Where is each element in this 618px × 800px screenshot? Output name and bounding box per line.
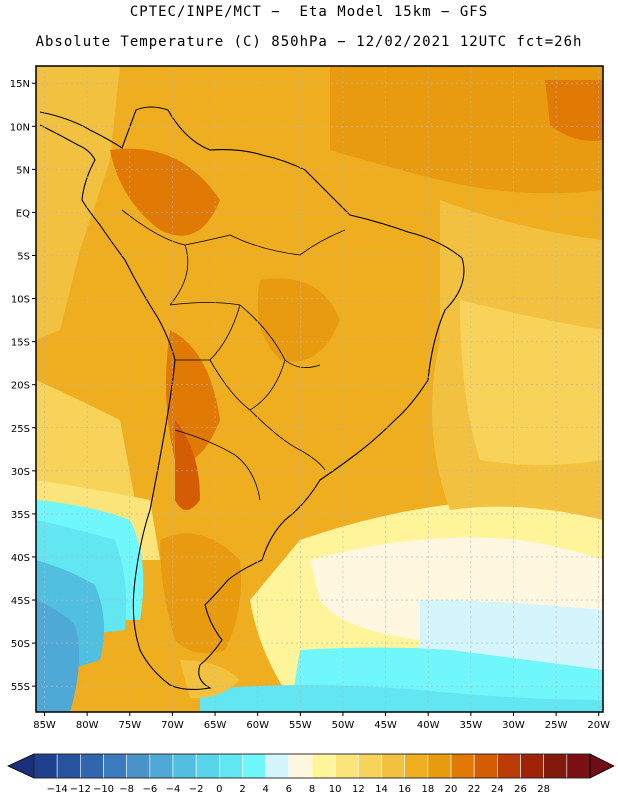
coastline <box>39 106 465 691</box>
lat-label: 40S <box>11 553 30 564</box>
lon-label: 20W <box>587 720 610 731</box>
colorbar-label: −12 <box>70 784 91 795</box>
lat-label: 45S <box>11 596 30 607</box>
colorbar-label: 2 <box>239 784 245 795</box>
colorbar-swatch <box>33 753 58 779</box>
colorbar-swatch <box>358 753 382 779</box>
longitude-labels: 85W 80W 75W 70W 65W 60W 55W 50W 45W 40W 35W 30W 25W 2… <box>33 712 610 731</box>
colorbar-label: 6 <box>286 784 292 795</box>
colorbar-label: 8 <box>309 784 315 795</box>
colorbar-swatch <box>126 753 151 779</box>
lat-label: 30S <box>11 467 30 478</box>
colorbar-label: 12 <box>352 784 365 795</box>
colorbar-swatch <box>172 753 197 779</box>
lat-label: 15N <box>10 79 30 90</box>
lon-label: 25W <box>545 720 568 731</box>
lat-label: 20S <box>11 381 30 392</box>
colorbar-label: 0 <box>216 784 222 795</box>
lat-label: EQ <box>16 208 30 219</box>
lon-label: 40W <box>417 720 440 731</box>
colorbar-swatch <box>195 753 220 779</box>
latitude-labels: 15N 10N 5N EQ 5S 10S 15S 20S 25S 30S 35S 40S 45S 50S 5… <box>10 79 36 693</box>
colorbar-swatch <box>311 753 336 779</box>
colorbar <box>7 753 615 779</box>
colorbar-swatch <box>497 753 521 779</box>
colorbar-swatch <box>242 753 266 779</box>
colorbar-swatch <box>288 753 313 779</box>
colorbar-swatch <box>566 753 591 779</box>
colorbar-swatch <box>149 753 174 779</box>
colorbar-swatch <box>381 753 405 779</box>
colorbar-swatch <box>265 753 290 779</box>
colorbar-swatch <box>103 753 127 779</box>
colorbar-swatch <box>520 753 544 779</box>
lat-label: 50S <box>11 639 30 650</box>
colorbar-min-arrow <box>7 753 35 779</box>
colorbar-label: −4 <box>166 784 181 795</box>
colorbar-swatch <box>473 753 498 779</box>
lon-label: 70W <box>161 720 184 731</box>
lon-label: 55W <box>289 720 312 731</box>
lat-label: 10S <box>11 295 30 306</box>
colorbar-label: −6 <box>142 784 157 795</box>
colorbar-label: 4 <box>262 784 268 795</box>
chart-title-line2: Absolute Temperature (C) 850hPa − 12/02/… <box>35 34 583 50</box>
colorbar-label: 26 <box>514 784 527 795</box>
colorbar-labels: −14 −12 −10 −8 −6 −4 −2 0 2 4 6 8 10 12 14 16 18 20 22 24 26… <box>47 784 550 795</box>
colorbar-label: 16 <box>398 784 411 795</box>
lon-label: 45W <box>374 720 397 731</box>
colorbar-max-arrow <box>589 753 615 779</box>
country-borders <box>121 209 346 501</box>
temperature-field <box>36 66 603 712</box>
colorbar-label: −10 <box>93 784 114 795</box>
colorbar-label: 18 <box>421 784 434 795</box>
colorbar-swatch <box>543 753 568 779</box>
map-frame <box>35 65 604 713</box>
colorbar-swatch <box>80 753 104 779</box>
colorbar-swatch <box>404 753 429 779</box>
lon-label: 65W <box>204 720 227 731</box>
colorbar-swatch <box>334 753 359 779</box>
chart-title-line1: CPTEC/INPE/MCT − Eta Model 15km − GFS <box>129 4 489 20</box>
lon-label: 85W <box>33 720 56 731</box>
colorbar-label: −2 <box>189 784 204 795</box>
lon-label: 75W <box>118 720 141 731</box>
lat-label: 25S <box>11 424 30 435</box>
lat-label: 10N <box>10 122 30 133</box>
colorbar-label: 24 <box>491 784 504 795</box>
colorbar-label: 22 <box>468 784 481 795</box>
colorbar-swatch <box>450 753 475 779</box>
colorbar-label: 20 <box>445 784 458 795</box>
lon-label: 30W <box>502 720 525 731</box>
colorbar-label: −8 <box>119 784 134 795</box>
lon-label: 50W <box>332 720 355 731</box>
lon-label: 80W <box>76 720 99 731</box>
colorbar-swatch <box>219 753 243 779</box>
lat-label: 15S <box>11 338 30 349</box>
lat-label: 55S <box>11 682 30 693</box>
lat-label: 35S <box>11 510 30 521</box>
lon-label: 60W <box>246 720 269 731</box>
colorbar-label: −14 <box>47 784 68 795</box>
colorbar-label: 14 <box>375 784 388 795</box>
lat-label: 5N <box>16 165 30 176</box>
colorbar-swatch <box>427 753 452 779</box>
lon-label: 35W <box>460 720 483 731</box>
lat-label: 5S <box>17 251 30 262</box>
colorbar-swatch <box>56 753 81 779</box>
colorbar-label: 28 <box>537 784 550 795</box>
colorbar-label: 10 <box>329 784 342 795</box>
